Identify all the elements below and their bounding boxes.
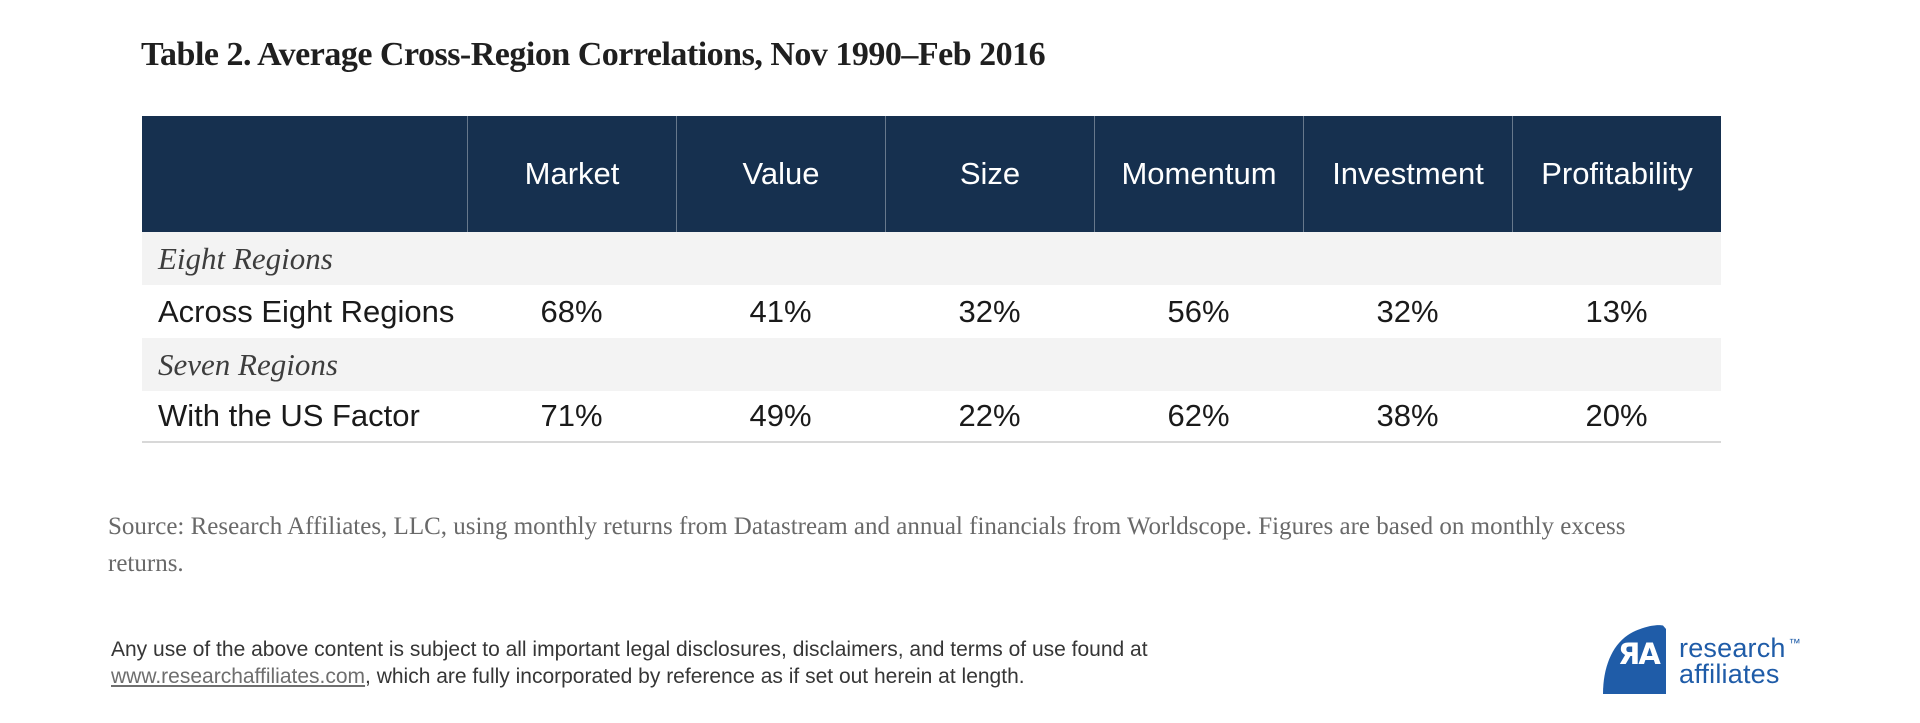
- logo-wordmark: research ™ affiliates: [1679, 623, 1801, 689]
- data-cell-value: 41%: [749, 293, 812, 329]
- header-empty-cell: [142, 116, 467, 232]
- logo-text-affiliates: affiliates: [1679, 659, 1780, 689]
- column-header-momentum: Momentum: [1094, 116, 1303, 232]
- logo-text-line1: research: [1679, 633, 1786, 663]
- table-row-with-the-us-factor: With the US Factor 71% 49% 22% 62% 38% 2…: [142, 391, 1721, 443]
- table-header-row: Market Value Size Momentum Investment Pr…: [142, 116, 1721, 232]
- data-cell-profitability: 13%: [1585, 293, 1648, 329]
- legal-disclaimer: Any use of the above content is subject …: [111, 636, 1148, 690]
- data-cell-profitability: 20%: [1585, 398, 1648, 433]
- column-header-investment: Investment: [1303, 116, 1512, 232]
- data-cell-market: 71%: [540, 398, 603, 433]
- data-cell-investment: 32%: [1376, 293, 1439, 329]
- data-cell-investment: 38%: [1376, 398, 1439, 433]
- section-row-eight-regions: Eight Regions: [142, 232, 1721, 285]
- section-row-seven-regions: Seven Regions: [142, 338, 1721, 391]
- column-header-profitability: Profitability: [1512, 116, 1721, 232]
- data-cell-momentum: 62%: [1167, 398, 1230, 433]
- data-cell-momentum: 56%: [1167, 293, 1230, 329]
- ra-logo-mark-icon: ЯA: [1603, 623, 1666, 694]
- column-header-value: Value: [676, 116, 885, 232]
- legal-text-line1: Any use of the above content is subject …: [111, 638, 1148, 661]
- logo-text-research: research ™: [1679, 630, 1801, 663]
- row-label: Across Eight Regions: [158, 293, 455, 329]
- source-note-line2: returns.: [108, 550, 184, 577]
- source-note: Source: Research Affiliates, LLC, using …: [108, 508, 1626, 582]
- column-header-size: Size: [885, 116, 1094, 232]
- legal-text-line2: , which are fully incorporated by refere…: [365, 665, 1025, 688]
- trademark-symbol: ™: [1788, 636, 1801, 650]
- research-affiliates-logo: ЯA research ™ affiliates: [1603, 623, 1801, 694]
- column-header-market: Market: [467, 116, 676, 232]
- ra-monogram: ЯA: [1618, 637, 1661, 671]
- data-cell-value: 49%: [749, 398, 812, 433]
- table-row-across-eight-regions: Across Eight Regions 68% 41% 32% 56% 32%…: [142, 285, 1721, 338]
- data-cell-market: 68%: [540, 293, 603, 329]
- row-label: With the US Factor: [158, 398, 420, 433]
- data-cell-size: 22%: [958, 398, 1021, 433]
- section-header-label: Seven Regions: [158, 346, 338, 382]
- correlations-table: Market Value Size Momentum Investment Pr…: [142, 116, 1721, 443]
- data-cell-size: 32%: [958, 293, 1021, 329]
- section-header-label: Eight Regions: [158, 240, 333, 276]
- website-link[interactable]: www.researchaffiliates.com: [111, 665, 366, 688]
- table-title: Table 2. Average Cross-Region Correlatio…: [141, 36, 1046, 73]
- source-note-line1: Source: Research Affiliates, LLC, using …: [108, 513, 1626, 540]
